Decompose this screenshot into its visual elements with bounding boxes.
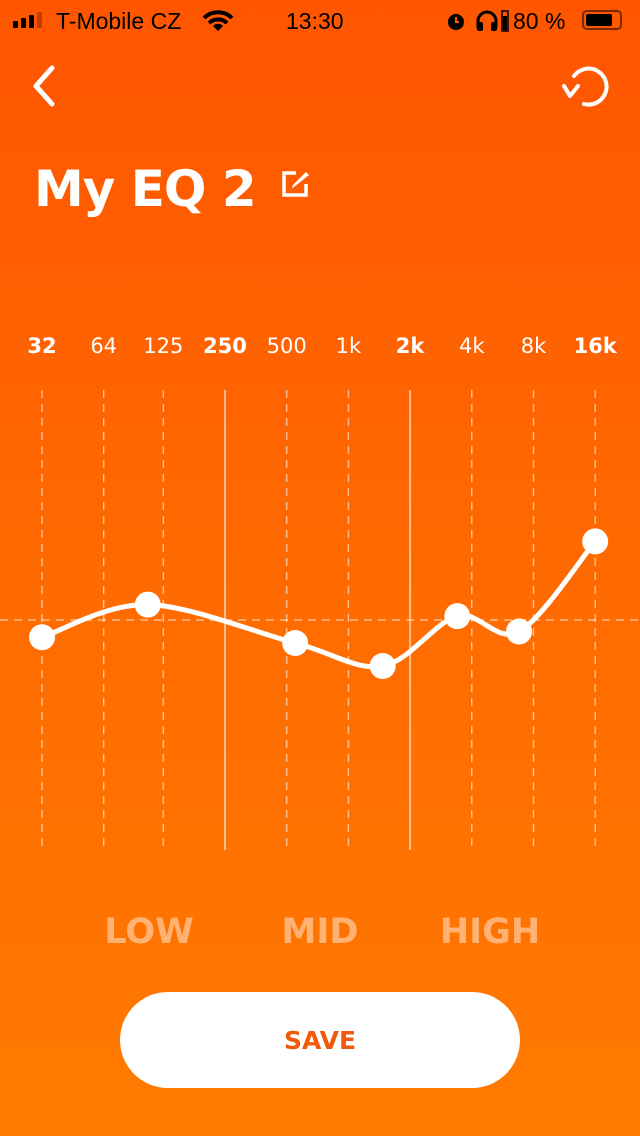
wifi-icon xyxy=(202,10,234,31)
band-low: LOW xyxy=(104,912,194,952)
frequency-label: 16k xyxy=(573,334,617,358)
band-high: HIGH xyxy=(439,912,541,952)
eq-handle[interactable] xyxy=(29,624,55,651)
carrier: T-Mobile CZ xyxy=(56,8,182,34)
signal-icon xyxy=(13,12,42,28)
frequency-label: 8k xyxy=(520,334,547,358)
reset-button[interactable] xyxy=(558,60,610,110)
battery-icon xyxy=(582,10,622,30)
status-bar: T-Mobile CZ 13:30 80 % xyxy=(0,0,640,40)
frequency-label: 2k xyxy=(395,334,425,358)
frequency-label: 250 xyxy=(203,334,247,358)
headphones-icon xyxy=(476,10,498,31)
battery-charge-icon xyxy=(501,10,509,32)
eq-handle[interactable] xyxy=(134,591,161,618)
eq-chart[interactable] xyxy=(0,380,640,860)
eq-curve xyxy=(41,539,598,670)
eq-handle[interactable] xyxy=(369,653,396,679)
eq-handle[interactable] xyxy=(506,618,533,645)
frequency-labels: 32 64 125 250 500 1k 2k 4k 8k 16k xyxy=(0,334,640,364)
page-title: My EQ 2 xyxy=(34,160,257,218)
frequency-label: 4k xyxy=(459,334,485,358)
eq-handle[interactable] xyxy=(582,528,609,555)
edit-icon[interactable] xyxy=(280,168,314,200)
save-button[interactable]: SAVE xyxy=(120,992,520,1088)
battery-percent: 80 % xyxy=(513,8,566,34)
frequency-label: 125 xyxy=(143,334,184,358)
eq-handle[interactable] xyxy=(282,630,309,656)
band-mid: MID xyxy=(281,912,359,952)
frequency-label: 1k xyxy=(335,334,362,358)
back-button[interactable] xyxy=(28,64,60,108)
eq-handle[interactable] xyxy=(444,603,471,630)
frequency-label: 64 xyxy=(90,334,118,358)
frequency-label: 32 xyxy=(27,334,57,358)
alarm-icon xyxy=(448,14,464,30)
frequency-label: 500 xyxy=(266,334,307,358)
clock: 13:30 xyxy=(286,8,344,34)
